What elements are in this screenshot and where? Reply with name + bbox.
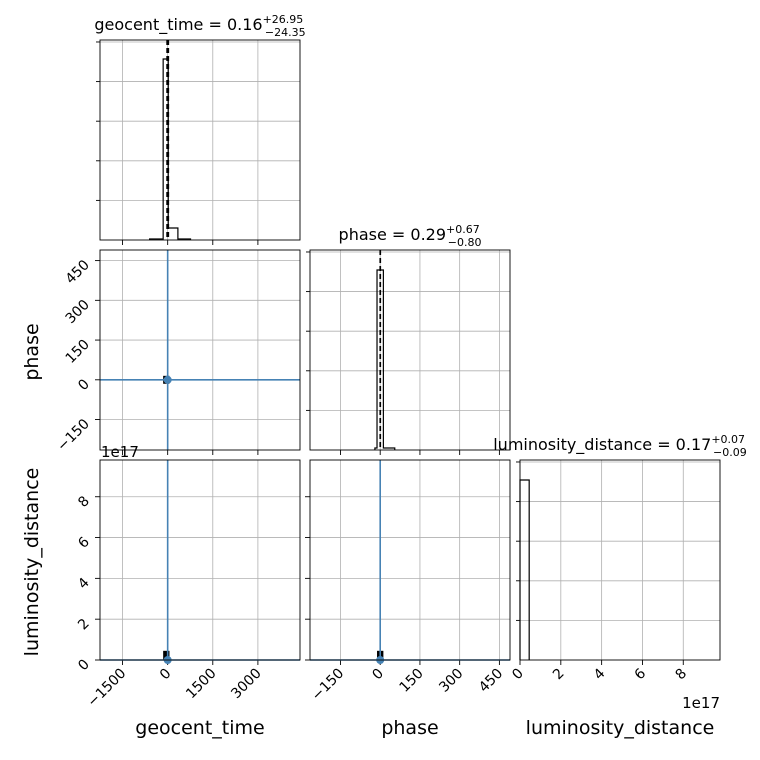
x-tick-label: 6 [632,665,650,683]
panel-frame [309,249,511,451]
panel-2d-phase-vs-geocent-time: −150 0 150 300 450 [54,249,301,455]
y-axis-label-luminosity-distance: luminosity_distance [21,468,43,657]
x-tick-label: 4 [591,665,609,683]
y-tick-label: 300 [63,297,93,327]
x-tick-label: 0 [157,666,175,684]
y-offset-multiplier: 1e17 [101,443,139,461]
x-axis-label-geocent-time: geocent_time [135,717,264,739]
y-tick-label: 8 [75,493,93,511]
panel-frame [99,249,301,451]
sample-density [163,650,170,660]
histogram-bars [519,479,530,660]
x-tick-label: 450 [476,666,506,696]
panel-frame [99,39,301,241]
truth-point [163,375,172,384]
panel-hist-geocent-time: geocent_time = 0.16+26.95 −24.35 [94,13,306,245]
histogram-bars [149,58,192,240]
x-tick-label: 300 [436,666,466,696]
x-tick-label: 2 [550,666,568,684]
y-tick-label: 4 [75,575,93,593]
x-axis-label-luminosity-distance: luminosity_distance [526,717,715,739]
y-tick-label: 450 [63,257,93,287]
panel-hist-phase: phase = 0.29+0.67 −0.80 [306,223,511,455]
x-axis-label-phase: phase [381,717,438,739]
y-tick-label: 0 [75,657,93,675]
panel-frame [519,459,721,661]
y-axis-label-phase: phase [21,323,43,380]
x-tick-label: 0 [509,666,527,684]
x-offset-multiplier: 1e17 [682,694,720,712]
panel-2d-luminosity-distance-vs-phase: −150 0 150 300 450 [305,459,511,705]
x-tick-label: 1500 [183,666,220,703]
panel-title: phase = 0.29+0.67 −0.80 [339,223,482,249]
y-tick-label: 6 [75,534,93,552]
y-tick-label: −150 [54,416,93,455]
x-tick-label: 8 [672,666,690,684]
panel-hist-luminosity-distance: 0 2 4 6 8 luminosity_distance = 0.17+0.07 −0.0… [493,433,747,683]
y-tick-label: 2 [75,616,93,634]
panel-title: geocent_time = 0.16+26.95 −24.35 [94,13,305,39]
y-tick-label: 0 [75,376,93,394]
panel-frame [99,459,301,661]
x-tick-label: −1500 [85,666,130,711]
panel-frame [309,459,511,661]
y-tick-label: 150 [63,337,93,367]
x-tick-label: 3000 [228,666,265,703]
panel-title: luminosity_distance = 0.17+0.07 −0.09 [493,433,747,459]
histogram-bars [374,269,396,450]
x-tick-label: 150 [397,666,427,696]
x-tick-label: −150 [309,666,348,705]
x-tick-label: 0 [369,666,387,684]
